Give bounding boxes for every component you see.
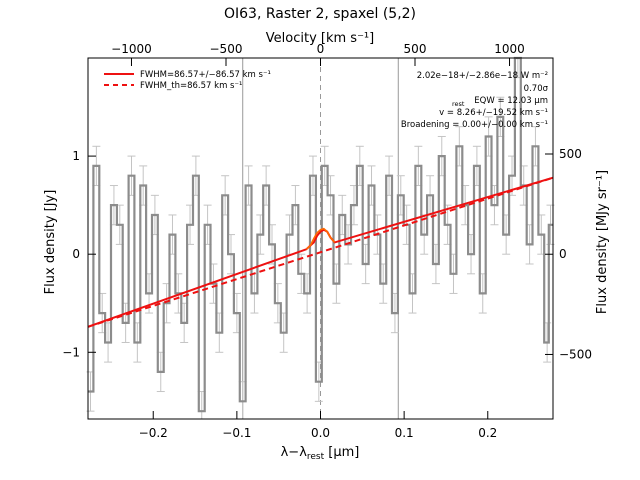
y2-axis-label: Flux density [MJy sr⁻¹] <box>595 170 610 314</box>
annotation-velocity: v = 8.26+/−19.52 km s⁻¹ <box>439 108 548 118</box>
spectrum-step-line <box>88 56 553 413</box>
y2-tick-label-0: −500 <box>559 347 592 361</box>
x-axis-label-sub: rest <box>307 452 325 462</box>
x-tick-label-3: 0.1 <box>395 426 414 440</box>
annotation-sigma: 0.70σ <box>524 84 549 94</box>
x-tick-label-1: −0.1 <box>222 426 251 440</box>
x-tick-label-2: 0.0 <box>311 426 330 440</box>
y2-tick-label-1: 0 <box>559 247 567 261</box>
x-tick-label-4: 0.2 <box>478 426 497 440</box>
x-axis-title: λ−λrest [μm] <box>281 445 360 462</box>
x2-tick-label-3: 500 <box>404 42 427 56</box>
x-axis-label-unit: [μm] <box>324 445 359 460</box>
annotation-eqw: EQW = 12.03 μm <box>474 96 548 106</box>
y-tick-label-0: −1 <box>62 345 80 359</box>
x-tick-label-0: −0.2 <box>139 426 168 440</box>
x2-tick-label-4: 1000 <box>494 42 525 56</box>
plot-frame <box>87 57 554 420</box>
y2-tick-label-2: 500 <box>559 147 582 161</box>
x-axis-label: λ−λ <box>281 445 308 460</box>
annotation-broadening: Broadening = 0.00+/−0.00 km s⁻¹ <box>401 120 548 130</box>
annotation-eqw-sub: rest <box>452 100 465 108</box>
y-axis-label: Flux density [Jy] <box>43 190 58 295</box>
chart-title: OI63, Raster 2, spaxel (5,2) <box>224 6 416 22</box>
fit-annotations: 2.02e−18+/−2.86e−18 W m⁻² 0.70σ EQW = 12… <box>401 71 549 130</box>
legend-label-0: FWHM=86.57+/−86.57 km s⁻¹ <box>140 70 271 80</box>
svg-text:λ−λrest [μm]: λ−λrest [μm] <box>281 445 360 462</box>
annotation-eqw-text: EQW = 12.03 μm <box>474 96 548 106</box>
legend-label-1: FWHM_th=86.57 km s⁻¹ <box>140 81 242 91</box>
y-tick-label-1: 0 <box>72 247 80 261</box>
top-axis-label: Velocity [km s⁻¹] <box>266 31 374 46</box>
line-fit-curve <box>305 227 336 250</box>
x2-tick-label-0: −1000 <box>111 42 152 56</box>
annotation-flux: 2.02e−18+/−2.86e−18 W m⁻² <box>417 71 548 81</box>
series-line-1 <box>87 176 554 328</box>
y-tick-label-2: 1 <box>72 149 80 163</box>
x2-tick-label-1: −500 <box>210 42 243 56</box>
x2-tick-label-2: 0 <box>317 42 325 56</box>
